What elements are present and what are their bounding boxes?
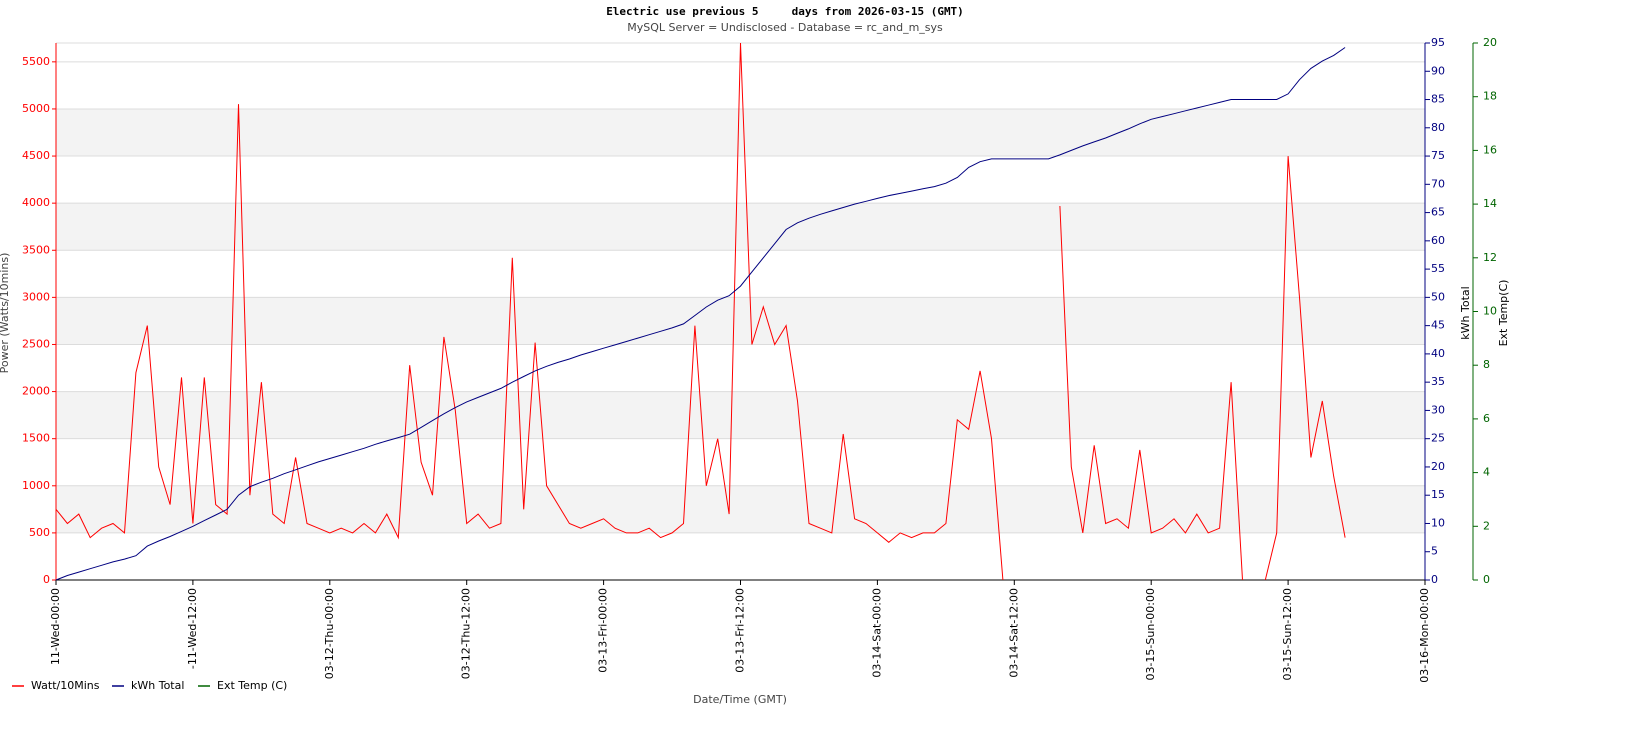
y2-tick-label: 10 — [1431, 516, 1445, 529]
chart-subtitle: MySQL Server = Undisclosed - Database = … — [627, 21, 943, 34]
y3-tick-label: 10 — [1483, 305, 1497, 318]
x-tick-label: 03-12-Thu-00:00 — [323, 588, 336, 679]
y-tick-label: 4500 — [22, 149, 50, 162]
y2-tick-label: 55 — [1431, 262, 1445, 275]
y-tick-label: 4000 — [22, 196, 50, 209]
legend-label: Ext Temp (C) — [217, 679, 287, 692]
y2-tick-label: 25 — [1431, 432, 1445, 445]
y-tick-label: 2500 — [22, 337, 50, 350]
x-tick-label: 03-15-Sun-12:00 — [1281, 588, 1294, 681]
y2-tick-label: 85 — [1431, 93, 1445, 106]
x-tick-label: 03-16-Mon-00:00 — [1418, 588, 1431, 683]
y2-tick-label: 80 — [1431, 121, 1445, 134]
y3-tick-label: 2 — [1483, 519, 1490, 532]
y2-tick-label: 15 — [1431, 488, 1445, 501]
y-tick-label: 500 — [29, 526, 50, 539]
y-tick-label: 3000 — [22, 290, 50, 303]
chart-title: Electric use previous 5 days from 2026-0… — [606, 5, 964, 18]
y2-tick-label: 5 — [1431, 545, 1438, 558]
y2-tick-label: 45 — [1431, 319, 1445, 332]
y2-tick-label: 95 — [1431, 36, 1445, 49]
y2-tick-label: 50 — [1431, 290, 1445, 303]
x-tick-label: -11-Wed-12:00 — [186, 588, 199, 669]
y3-tick-label: 20 — [1483, 36, 1497, 49]
y3-axis-label: Ext Temp(C) — [1497, 280, 1510, 347]
x-tick-label: 03-14-Sat-00:00 — [870, 588, 883, 678]
x-tick-label: 03-15-Sun-00:00 — [1144, 588, 1157, 681]
y2-axis-label: kWh Total — [1459, 286, 1472, 339]
y2-tick-label: 90 — [1431, 64, 1445, 77]
series-line — [55, 42, 1346, 581]
y-tick-label: 5000 — [22, 102, 50, 115]
y-tick-label: 5500 — [22, 55, 50, 68]
y3-tick-label: 0 — [1483, 573, 1490, 586]
series-line — [55, 47, 1346, 581]
y2-tick-label: 30 — [1431, 403, 1445, 416]
grid-band — [56, 203, 1425, 251]
legend-label: kWh Total — [131, 679, 184, 692]
x-tick-label: 11-Wed-00:00 — [49, 588, 62, 665]
grid-band — [56, 485, 1425, 533]
x-axis-label: Date/Time (GMT) — [693, 693, 787, 706]
y2-tick-label: 75 — [1431, 149, 1445, 162]
grid-band — [56, 108, 1425, 157]
x-tick-label: 03-14-Sat-12:00 — [1007, 588, 1020, 678]
y2-tick-label: 20 — [1431, 460, 1445, 473]
y2-tick-label: 0 — [1431, 573, 1438, 586]
y-tick-label: 0 — [43, 573, 50, 586]
grid-band — [56, 391, 1425, 439]
y-tick-label: 2000 — [22, 385, 50, 398]
grid-band — [56, 297, 1425, 345]
y2-tick-label: 40 — [1431, 347, 1445, 360]
x-tick-label: 03-13-Fri-00:00 — [597, 588, 610, 673]
y3-tick-label: 18 — [1483, 90, 1497, 103]
x-tick-label: 03-13-Fri-12:00 — [734, 588, 747, 673]
y3-tick-label: 14 — [1483, 197, 1497, 210]
y2-tick-label: 60 — [1431, 234, 1445, 247]
y-tick-label: 1500 — [22, 432, 50, 445]
y2-tick-label: 65 — [1431, 206, 1445, 219]
y3-tick-label: 16 — [1483, 143, 1497, 156]
y-axis-label: Power (Watts/10mins) — [0, 253, 11, 374]
y3-tick-label: 4 — [1483, 466, 1490, 479]
y2-tick-label: 70 — [1431, 177, 1445, 190]
x-tick-label: 03-12-Thu-12:00 — [460, 588, 473, 679]
y-tick-label: 3500 — [22, 243, 50, 256]
y2-tick-label: 35 — [1431, 375, 1445, 388]
y3-tick-label: 8 — [1483, 358, 1490, 371]
y3-tick-label: 12 — [1483, 251, 1497, 264]
legend-label: Watt/10Mins — [31, 679, 100, 692]
y3-tick-label: 6 — [1483, 412, 1490, 425]
y-tick-label: 1000 — [22, 479, 50, 492]
